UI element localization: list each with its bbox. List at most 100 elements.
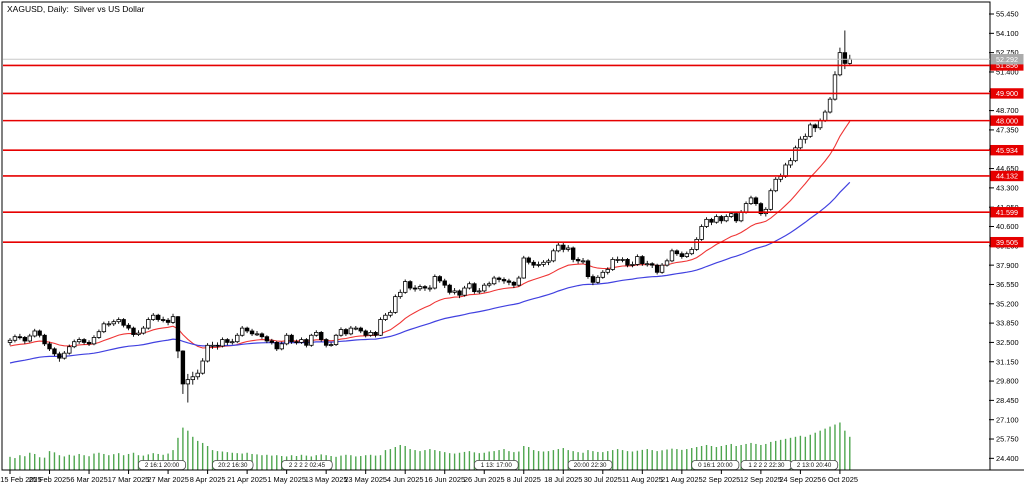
price-tick-label: 54.100 bbox=[996, 29, 1019, 38]
volume-bar bbox=[127, 453, 130, 470]
candle bbox=[738, 211, 744, 222]
volume-bar bbox=[789, 437, 792, 470]
candle bbox=[417, 286, 423, 290]
candle bbox=[304, 339, 309, 346]
volume-bar bbox=[809, 434, 811, 470]
volume-bar bbox=[350, 455, 352, 470]
level-tag[interactable] bbox=[990, 88, 1024, 99]
volume-bar bbox=[98, 452, 100, 470]
candle bbox=[541, 261, 546, 265]
volume-bar bbox=[552, 450, 555, 470]
candle bbox=[17, 336, 23, 339]
candle bbox=[239, 327, 245, 336]
session-marker[interactable] bbox=[212, 460, 254, 470]
candle bbox=[600, 271, 605, 278]
session-marker[interactable] bbox=[790, 460, 839, 470]
candle bbox=[225, 339, 230, 343]
time-tick-label: 21 Apr 2025 bbox=[227, 475, 267, 484]
volume-bar bbox=[819, 430, 821, 470]
candle bbox=[620, 259, 625, 261]
volume-bar bbox=[197, 440, 199, 470]
candle bbox=[76, 339, 82, 343]
level-tag[interactable] bbox=[990, 207, 1024, 218]
candle bbox=[531, 261, 536, 266]
volume-bar bbox=[404, 446, 406, 470]
candle bbox=[131, 327, 136, 335]
candle bbox=[121, 319, 126, 326]
volume-bar bbox=[389, 449, 392, 470]
candle bbox=[526, 257, 531, 263]
candle bbox=[650, 263, 655, 266]
candle bbox=[743, 203, 749, 213]
level-tag[interactable] bbox=[990, 60, 1024, 71]
time-tick-label: 16 Jun 2025 bbox=[424, 475, 465, 484]
candle bbox=[274, 342, 279, 350]
volume-bar bbox=[631, 451, 634, 470]
volume-bar bbox=[691, 448, 693, 470]
session-marker-label: 2 2 2 2 02:45 bbox=[289, 462, 326, 469]
volume-bar bbox=[444, 452, 446, 470]
volume-bar bbox=[666, 449, 668, 470]
volume-bar bbox=[695, 447, 698, 470]
candle bbox=[190, 376, 195, 381]
volume-bar bbox=[419, 451, 421, 470]
candle bbox=[783, 164, 788, 177]
volume-bar bbox=[503, 449, 505, 470]
volume-bar bbox=[256, 454, 258, 470]
candle bbox=[146, 319, 151, 329]
candle bbox=[570, 247, 576, 260]
time-tick-label: 27 Mar 2025 bbox=[147, 475, 189, 484]
price-axis[interactable]: 55.45054.10052.75051.40050.05048.70047.3… bbox=[989, 10, 1019, 463]
candle bbox=[704, 218, 709, 227]
level-tag[interactable] bbox=[990, 115, 1024, 126]
session-marker[interactable] bbox=[567, 460, 613, 470]
candle bbox=[689, 249, 694, 255]
time-tick-label: 21 Aug 2025 bbox=[661, 475, 703, 484]
volume-bar bbox=[681, 449, 683, 470]
volume-bar bbox=[636, 450, 639, 470]
candle bbox=[610, 259, 615, 270]
session-marker[interactable] bbox=[473, 460, 519, 470]
candle bbox=[81, 339, 87, 343]
candle bbox=[768, 190, 773, 210]
candle bbox=[709, 218, 714, 223]
level-tag[interactable] bbox=[990, 144, 1024, 156]
time-tick-label: 25 Feb 2025 bbox=[29, 475, 71, 484]
candle bbox=[106, 323, 111, 326]
candle bbox=[536, 264, 541, 266]
candle bbox=[457, 290, 462, 296]
candle bbox=[590, 276, 596, 283]
candle bbox=[566, 247, 571, 250]
level-tag[interactable] bbox=[990, 236, 1024, 248]
level-tag[interactable] bbox=[990, 170, 1024, 182]
volume-bar bbox=[626, 451, 629, 470]
time-tick-label: 6 Oct 2025 bbox=[822, 475, 858, 484]
session-marker[interactable] bbox=[138, 460, 187, 470]
candle bbox=[654, 264, 660, 273]
candle bbox=[398, 291, 403, 298]
candle bbox=[116, 319, 121, 323]
candle bbox=[264, 336, 270, 342]
session-marker-label: 1 13: 17:00 bbox=[481, 462, 513, 469]
candle bbox=[422, 286, 428, 289]
candle bbox=[220, 339, 225, 347]
candle bbox=[96, 331, 102, 338]
candle bbox=[383, 314, 388, 320]
session-marker-label: 1 2 2 2 22:30 bbox=[748, 462, 785, 469]
volume-bar bbox=[532, 450, 535, 470]
session-marker[interactable] bbox=[691, 460, 740, 470]
candle bbox=[412, 287, 418, 290]
price-tick-label: 36.550 bbox=[996, 280, 1019, 289]
time-tick-label: 30 Jul 2025 bbox=[584, 475, 622, 484]
candle bbox=[551, 250, 556, 262]
candle bbox=[788, 160, 793, 166]
candle bbox=[328, 344, 334, 346]
candle bbox=[289, 334, 294, 343]
session-marker[interactable] bbox=[281, 460, 333, 470]
candle bbox=[7, 339, 13, 343]
volume-bar bbox=[844, 430, 846, 470]
candle bbox=[832, 74, 838, 100]
